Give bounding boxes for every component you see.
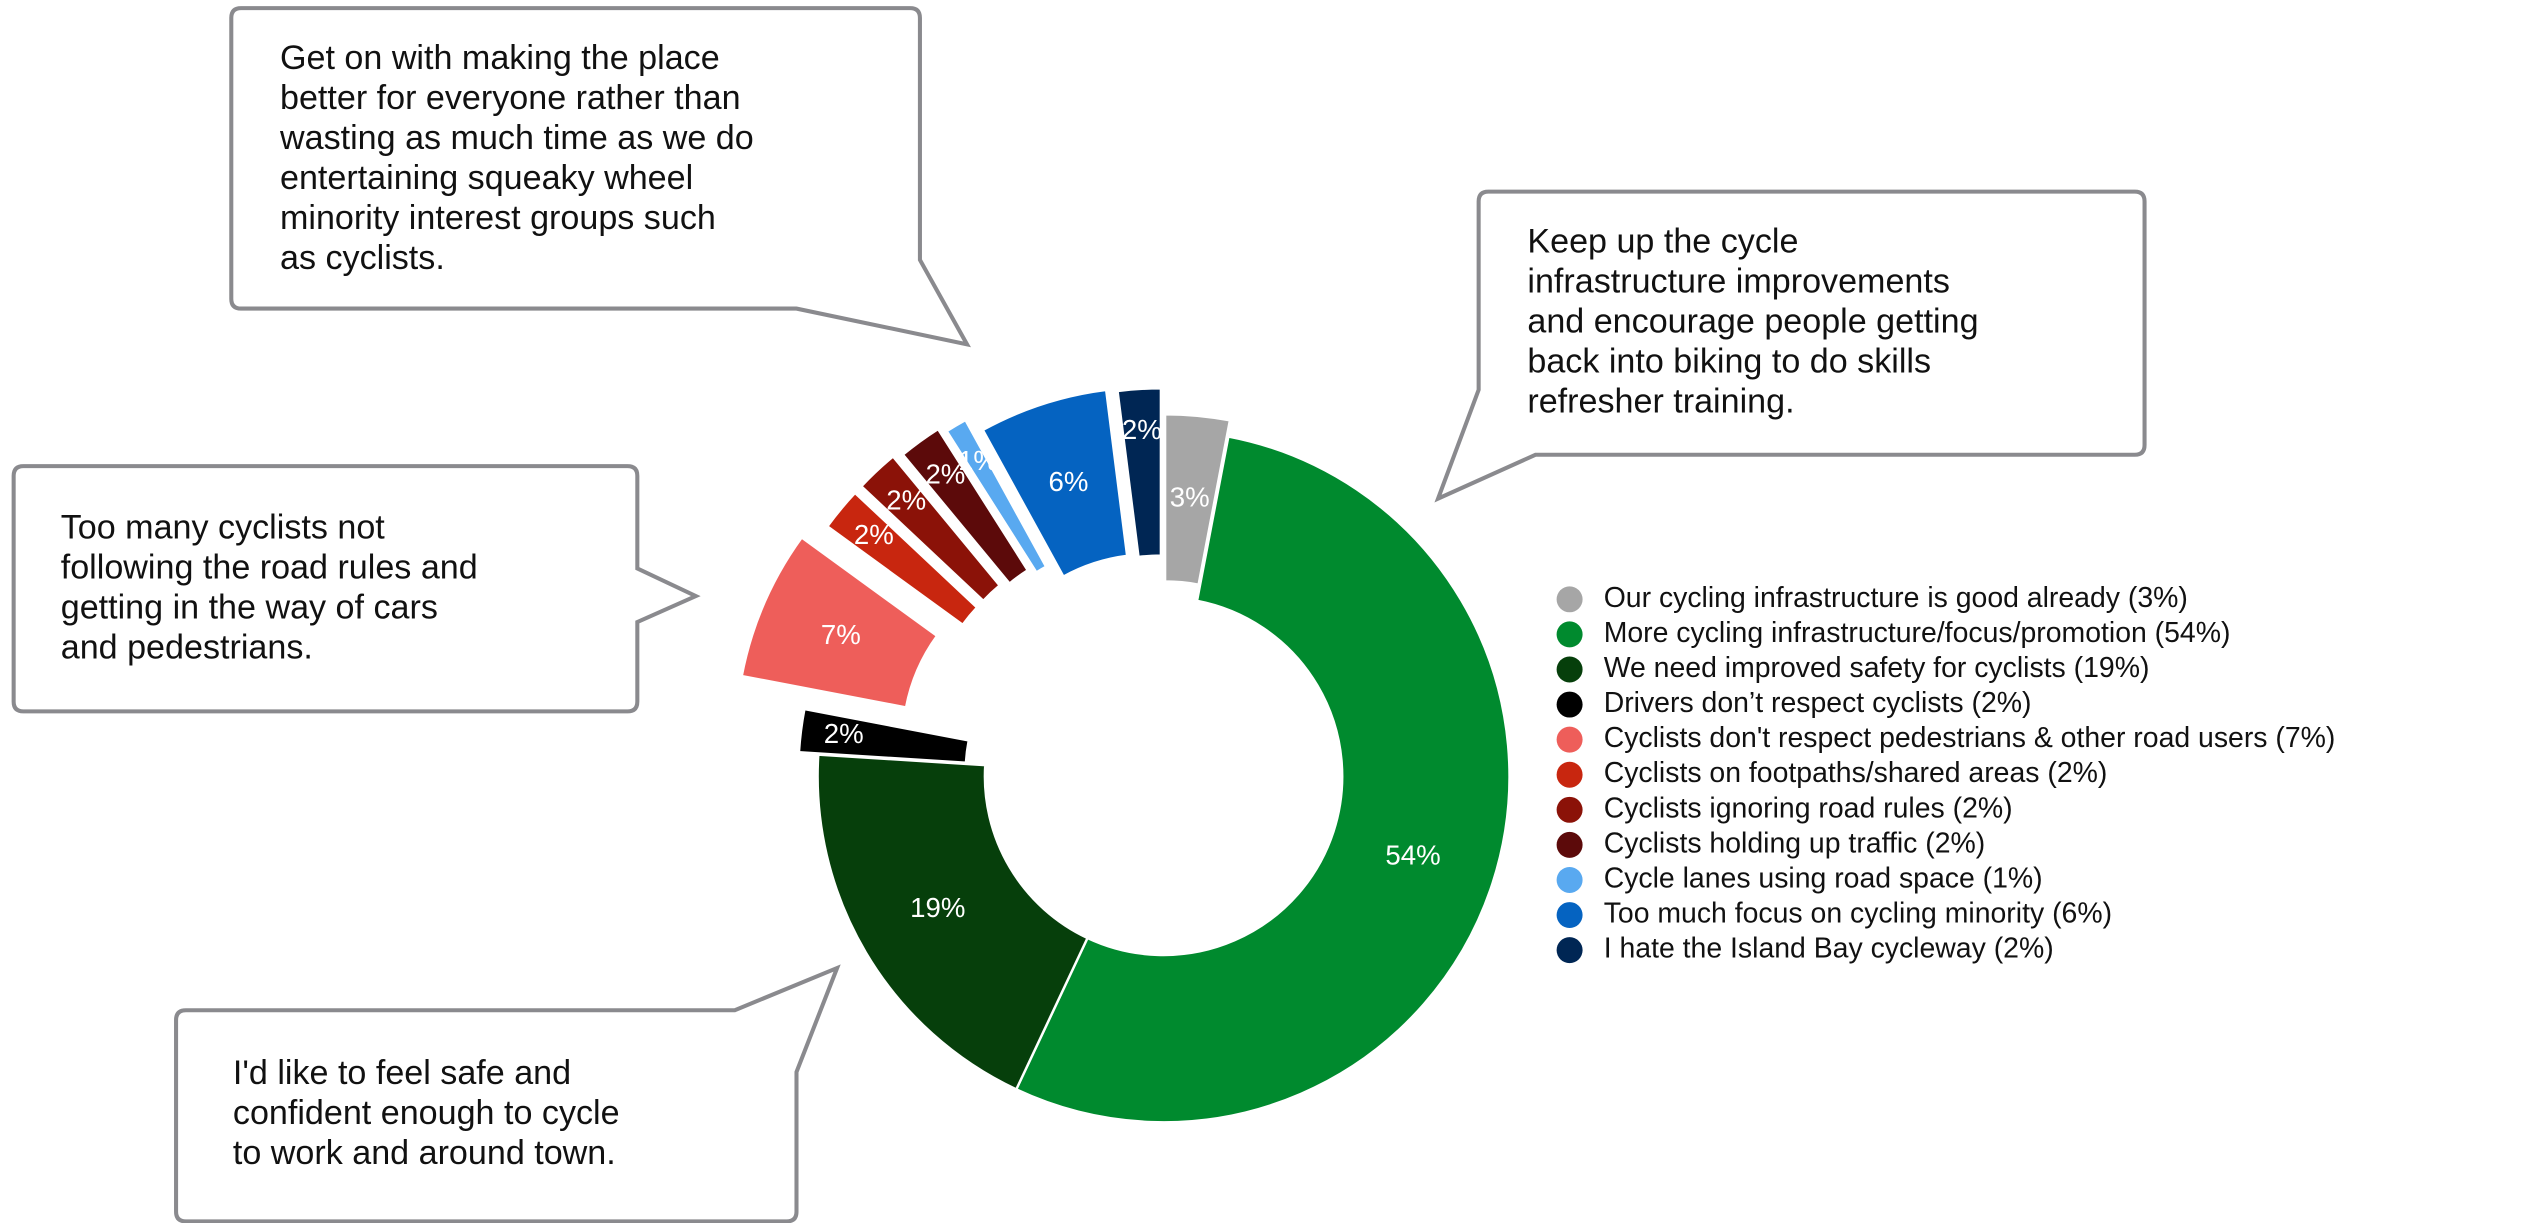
callout-text: refresher training. bbox=[1527, 382, 1794, 420]
legend-label: Cyclists holding up traffic (2%) bbox=[1604, 827, 1986, 859]
callout-text: entertaining squeaky wheel bbox=[280, 159, 693, 197]
callout-box bbox=[174, 964, 841, 1223]
callout-text: following the road rules and bbox=[61, 548, 478, 586]
legend-label: Cyclists don't respect pedestrians & oth… bbox=[1604, 722, 2336, 754]
data-label: 6% bbox=[1048, 466, 1088, 497]
slice bbox=[825, 491, 979, 627]
callout-text: and pedestrians. bbox=[61, 628, 313, 666]
callout-text: better for everyone rather than bbox=[280, 79, 741, 117]
callout-text: confident enough to cycle bbox=[233, 1094, 620, 1132]
legend-marker bbox=[1556, 831, 1583, 858]
callout-box bbox=[229, 6, 971, 348]
slice bbox=[1116, 387, 1163, 559]
data-label: 2% bbox=[854, 519, 894, 550]
callout-text: minority interest groups such bbox=[280, 199, 716, 237]
slice bbox=[859, 454, 1002, 603]
legend-marker bbox=[1556, 691, 1583, 718]
data-label: 2% bbox=[1122, 414, 1162, 445]
legend-marker bbox=[1556, 796, 1583, 823]
legend-label: Our cycling infrastructure is good alrea… bbox=[1604, 582, 2188, 614]
legend-marker bbox=[1556, 586, 1583, 613]
callouts bbox=[11, 6, 2147, 1223]
legend-marker bbox=[1556, 656, 1583, 683]
data-label: 19% bbox=[910, 892, 965, 923]
data-label: 1% bbox=[958, 445, 998, 476]
data-label: 2% bbox=[824, 718, 864, 749]
legend-label: Cycle lanes using road space (1%) bbox=[1604, 862, 2043, 894]
callout-text: wasting as much time as we do bbox=[279, 119, 754, 157]
legend-marker bbox=[1556, 866, 1583, 893]
callout-text: back into biking to do skills bbox=[1527, 343, 1931, 381]
data-label: 2% bbox=[886, 485, 926, 516]
legend-label: I hate the Island Bay cycleway (2%) bbox=[1604, 933, 2054, 965]
legend-marker bbox=[1556, 902, 1583, 929]
legend-label: Cyclists on footpaths/shared areas (2%) bbox=[1604, 757, 2108, 789]
callout-text: to work and around town. bbox=[233, 1134, 616, 1172]
slice bbox=[901, 427, 1030, 586]
legend-label: Drivers don’t respect cyclists (2%) bbox=[1604, 687, 2032, 719]
callout-text: as cyclists. bbox=[280, 239, 445, 277]
callout-text: Keep up the cycle bbox=[1527, 223, 1798, 261]
data-label: 54% bbox=[1385, 840, 1440, 871]
legend-marker bbox=[1556, 621, 1583, 648]
legend-label: Cyclists ignoring road rules (2%) bbox=[1604, 792, 2013, 824]
callout-text: I'd like to feel safe and bbox=[233, 1054, 571, 1092]
slice bbox=[816, 753, 1090, 1091]
callout-text: Too many cyclists not bbox=[61, 508, 386, 546]
slice bbox=[740, 535, 939, 709]
legend-label: More cycling infrastructure/focus/promot… bbox=[1604, 617, 2231, 649]
slice bbox=[797, 707, 971, 764]
callout-text: and encourage people getting bbox=[1527, 303, 1978, 341]
legend-marker bbox=[1556, 937, 1583, 964]
callout-box bbox=[11, 464, 701, 714]
slice bbox=[945, 418, 1048, 575]
legend: Our cycling infrastructure is good alrea… bbox=[1556, 582, 2336, 965]
legend-label: We need improved safety for cyclists (19… bbox=[1604, 652, 2150, 684]
data-label: 2% bbox=[925, 458, 965, 489]
slice bbox=[981, 388, 1129, 579]
callout-text: getting in the way of cars bbox=[61, 588, 438, 626]
callout-box bbox=[1434, 189, 2147, 503]
legend-marker bbox=[1556, 726, 1583, 753]
callout-text: Get on with making the place bbox=[280, 39, 720, 77]
callout-text: infrastructure improvements bbox=[1527, 263, 1950, 301]
legend-label: Too much focus on cycling minority (6%) bbox=[1604, 898, 2112, 930]
data-label: 3% bbox=[1170, 481, 1210, 512]
data-label: 7% bbox=[821, 619, 861, 650]
donut: 3%54%19%2%7%2%2%2%1%6%2% bbox=[740, 387, 1511, 1124]
slice bbox=[1014, 435, 1511, 1124]
legend-marker bbox=[1556, 761, 1583, 788]
slice bbox=[1163, 413, 1232, 587]
